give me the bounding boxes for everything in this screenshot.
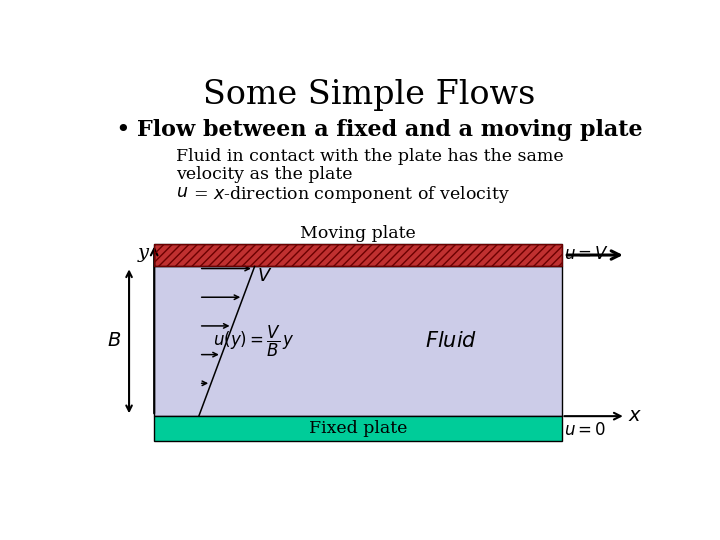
Bar xyxy=(154,244,562,266)
Text: •: • xyxy=(115,119,130,142)
Text: $u=V$: $u=V$ xyxy=(564,246,610,263)
Text: Fluid in contact with the plate has the same: Fluid in contact with the plate has the … xyxy=(176,148,564,165)
Text: Some Simple Flows: Some Simple Flows xyxy=(203,79,535,111)
Text: $V$: $V$ xyxy=(258,267,273,285)
Text: Moving plate: Moving plate xyxy=(300,225,415,241)
Bar xyxy=(154,266,562,416)
Text: $u=0$: $u=0$ xyxy=(564,422,607,439)
Text: Fixed plate: Fixed plate xyxy=(309,420,407,437)
Text: $\it{Fluid}$: $\it{Fluid}$ xyxy=(425,332,477,352)
Text: y: y xyxy=(138,244,148,262)
Text: $x$: $x$ xyxy=(629,407,643,425)
Bar xyxy=(154,244,562,266)
Text: $u(y) = \dfrac{V}{B}\,y$: $u(y) = \dfrac{V}{B}\,y$ xyxy=(213,323,294,359)
Text: Flow between a fixed and a moving plate: Flow between a fixed and a moving plate xyxy=(138,119,643,141)
Text: = $x$-direction component of velocity: = $x$-direction component of velocity xyxy=(193,184,510,205)
Text: $B$: $B$ xyxy=(107,332,121,350)
Bar xyxy=(154,416,562,441)
Text: $u$: $u$ xyxy=(176,184,189,201)
Text: velocity as the plate: velocity as the plate xyxy=(176,166,353,183)
